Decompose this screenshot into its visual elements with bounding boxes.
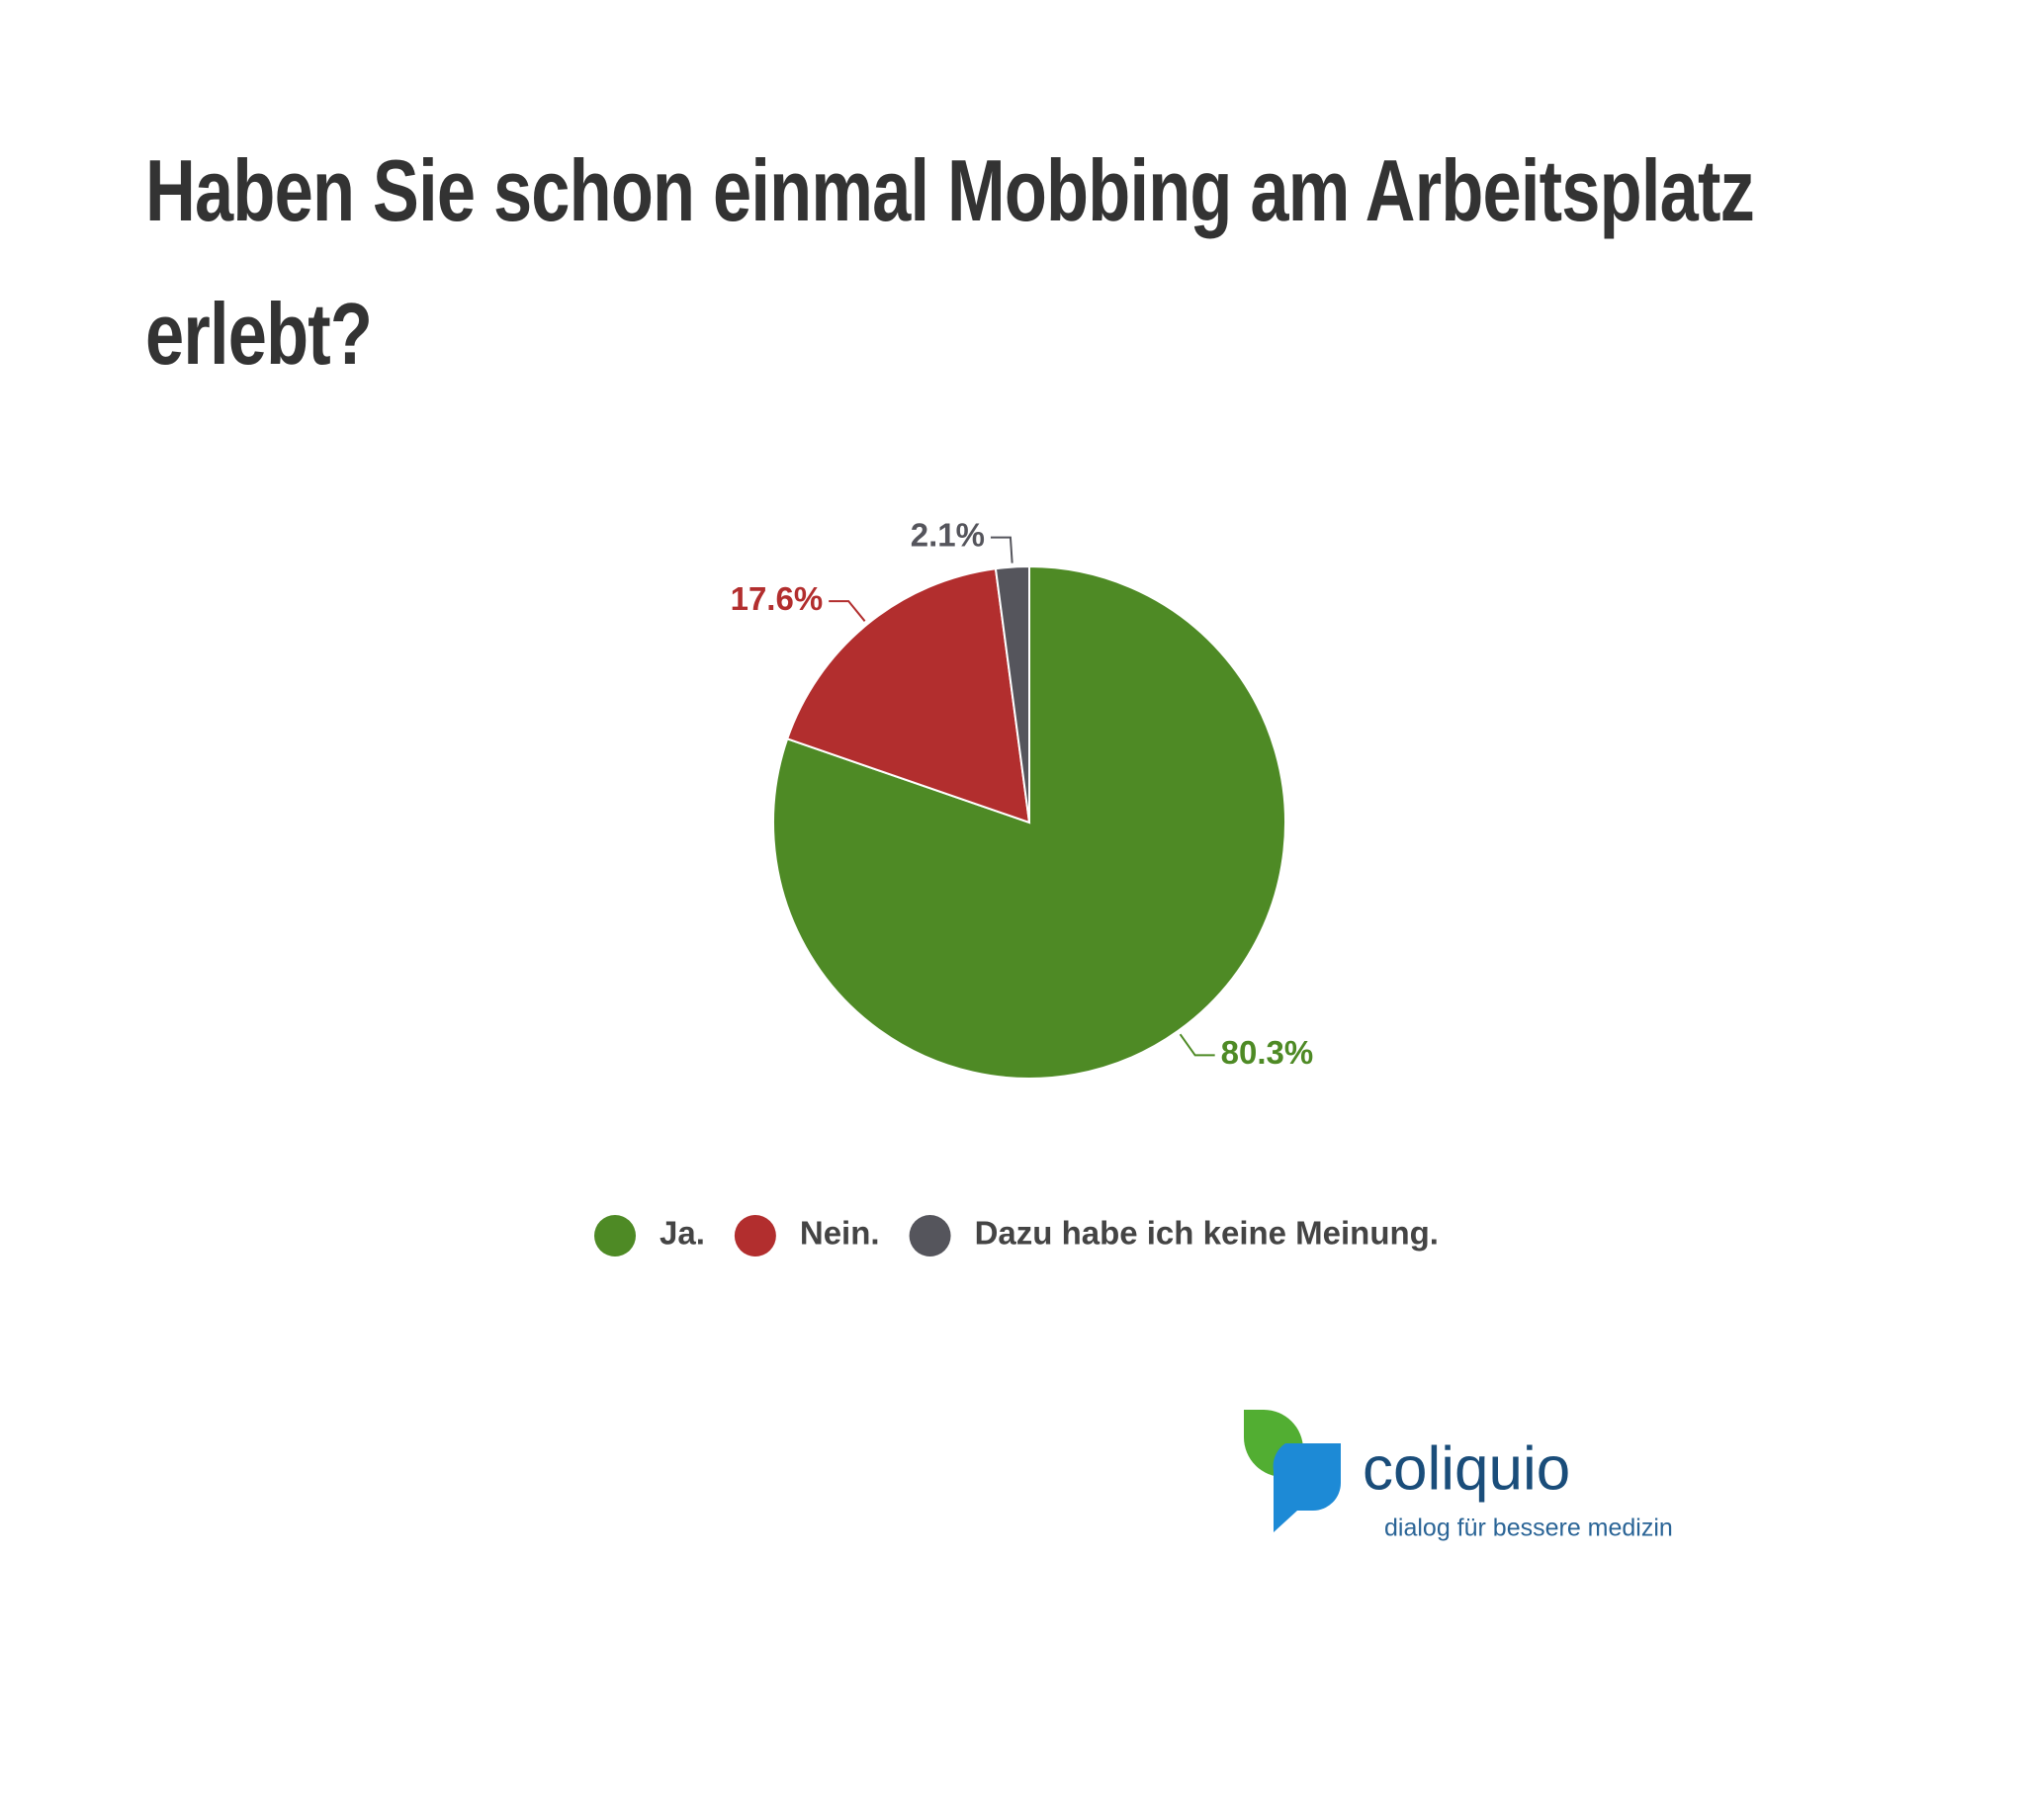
pie-slice <box>785 567 1031 824</box>
legend-marker <box>909 1215 951 1257</box>
data-label: 2.1% <box>911 516 985 553</box>
chart-title: Haben Sie schon einmal Mobbing am Arbeit… <box>145 141 1755 383</box>
legend-label: Dazu habe ich keine Meinung. <box>975 1215 1439 1252</box>
leader-line <box>829 600 866 622</box>
legend-marker <box>734 1215 776 1257</box>
legend-label: Ja. <box>660 1215 705 1252</box>
legend-marker <box>594 1215 637 1257</box>
data-label: 80.3% <box>1221 1034 1314 1071</box>
legend-label: Nein. <box>800 1215 880 1252</box>
pie-slice <box>994 564 1030 823</box>
leader-line <box>1179 1033 1215 1057</box>
logo-tagline: dialog für bessere medizin <box>1384 1515 1673 1542</box>
logo-mark <box>1244 1410 1341 1532</box>
leader-line <box>990 536 1013 563</box>
logo-name: coliquio <box>1363 1434 1570 1503</box>
data-label: 17.6% <box>731 580 824 617</box>
logo-leaf-blue <box>1273 1443 1341 1532</box>
